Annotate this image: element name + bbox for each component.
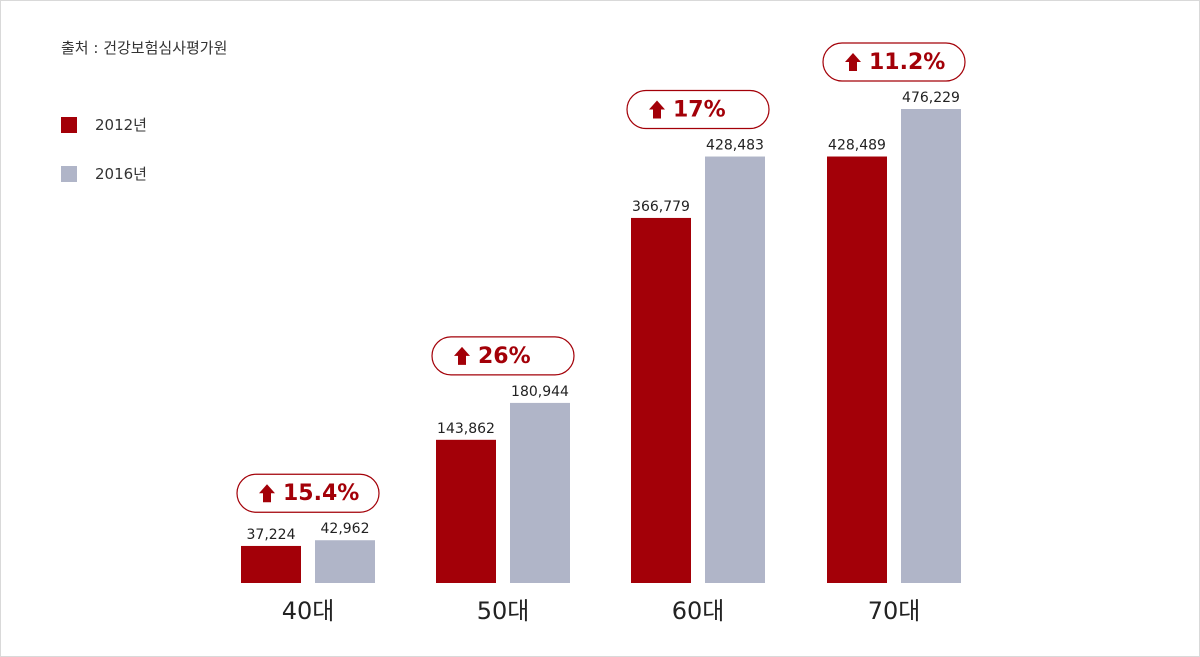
data-label: 366,779	[632, 199, 690, 215]
bar-2016	[705, 156, 765, 583]
badge-outline	[431, 336, 575, 376]
bar-2012	[436, 439, 496, 583]
growth-badge: 17%	[626, 89, 770, 130]
growth-badge: 15.4%	[236, 473, 380, 513]
badge-outline	[822, 42, 966, 82]
data-label: 180,944	[511, 384, 569, 400]
data-label: 143,862	[437, 421, 495, 437]
bar-2012	[241, 545, 301, 583]
up-arrow-icon	[649, 100, 665, 119]
up-arrow-icon	[845, 53, 861, 71]
category-label: 50대	[477, 597, 530, 625]
category-label: 40대	[282, 597, 335, 625]
bar-2016	[901, 109, 961, 583]
data-label: 476,229	[902, 90, 960, 106]
legend-swatch-2012	[61, 117, 77, 133]
bar-2012	[631, 217, 691, 583]
bar-2016	[315, 540, 375, 583]
growth-badge: 11.2%	[822, 42, 966, 82]
badge-outline	[626, 89, 770, 130]
legend-label-2016: 2016년	[95, 165, 147, 183]
legend-label-2012: 2012년	[95, 116, 147, 134]
data-label: 37,224	[247, 527, 296, 543]
source-note: 출처 : 건강보험심사평가원	[61, 39, 228, 57]
data-label: 428,489	[828, 138, 886, 154]
bar-2012	[827, 156, 887, 584]
data-label: 42,962	[321, 521, 370, 537]
badge-outline	[236, 473, 380, 513]
growth-percent: 11.2%	[869, 50, 945, 75]
growth-percent: 15.4%	[283, 481, 359, 506]
legend-swatch-2016	[61, 166, 77, 182]
up-arrow-icon	[454, 346, 470, 365]
up-arrow-icon	[259, 484, 275, 503]
growth-badge: 26%	[431, 336, 575, 376]
growth-percent: 26%	[478, 344, 531, 369]
bar-2016	[510, 402, 570, 583]
category-label: 70대	[868, 597, 921, 625]
data-label: 428,483	[706, 138, 764, 154]
growth-percent: 17%	[673, 98, 726, 123]
category-label: 60대	[672, 597, 725, 625]
